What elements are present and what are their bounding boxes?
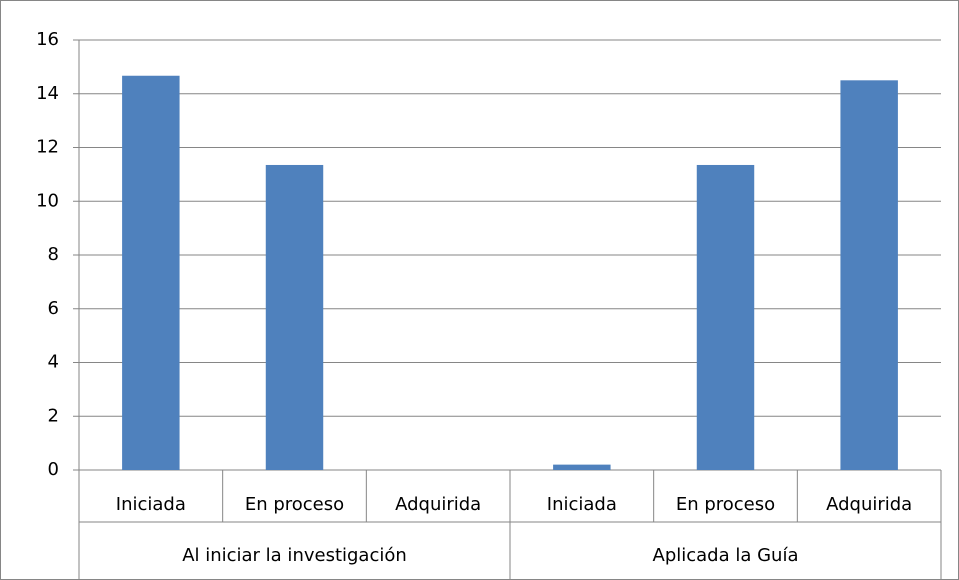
bar <box>840 80 898 470</box>
bar <box>122 75 180 471</box>
y-tick-label: 8 <box>48 244 59 265</box>
x-tick-label: En proceso <box>245 494 344 515</box>
x-tick-label: Adquirida <box>826 494 912 515</box>
x-tick-label: Adquirida <box>395 494 481 515</box>
x-tick-label: En proceso <box>676 494 775 515</box>
bar <box>553 464 611 470</box>
x-tick-label: Iniciada <box>116 494 186 515</box>
y-tick-label: 12 <box>36 137 59 158</box>
y-tick-label: 2 <box>48 405 59 426</box>
y-tick-label: 0 <box>48 459 59 480</box>
group-label: Aplicada la Guía <box>653 545 799 566</box>
x-tick-label: Iniciada <box>547 494 617 515</box>
y-tick-label: 6 <box>48 298 59 319</box>
bar <box>265 164 324 470</box>
group-label: Al iniciar la investigación <box>182 545 407 566</box>
y-tick-label: 14 <box>36 83 59 104</box>
bar <box>696 164 755 470</box>
y-tick-label: 10 <box>36 190 59 211</box>
y-tick-label: 16 <box>36 29 59 50</box>
y-tick-label: 4 <box>48 352 59 373</box>
